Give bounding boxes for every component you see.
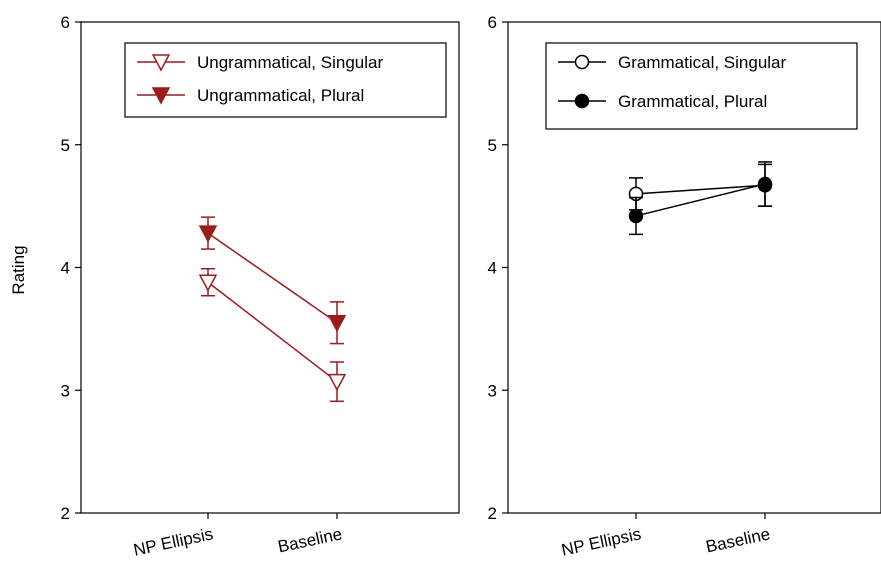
panel-1: 2 3 4 5 6 NP Ellipsis Baseline Ungrammatical, S…: [61, 13, 460, 560]
data-point: [327, 314, 347, 333]
legend-box: [545, 42, 858, 130]
data-point: [628, 208, 644, 224]
y-tick-label: 3: [488, 381, 497, 400]
y-tick-label: 2: [488, 504, 497, 523]
series-line: [635, 184, 766, 195]
series-line: [207, 232, 338, 324]
y-tick-label: 2: [61, 504, 70, 523]
data-point: [198, 274, 218, 292]
y-tick-label: 4: [61, 259, 70, 278]
y-tick-label: 5: [488, 136, 497, 155]
y-axis-title: Rating: [9, 245, 28, 294]
series-line: [207, 281, 338, 383]
legend-marker: [151, 54, 171, 72]
legend-label: Grammatical, Singular: [618, 53, 787, 72]
legend-marker: [151, 87, 171, 105]
data-point: [198, 225, 218, 243]
y-tick-label: 3: [61, 381, 70, 400]
series-line: [635, 183, 766, 217]
legend-label: Grammatical, Plural: [618, 92, 767, 111]
y-tick-label: 4: [488, 259, 497, 278]
x-tick-label: NP Ellipsis: [560, 524, 643, 559]
legend: Grammatical, Singular Grammatical, Plural: [545, 42, 858, 130]
x-tick-label: Baseline: [704, 524, 772, 556]
panel-2: 2 3 4 5 6 NP Ellipsis Baseline Grammatical, Sin…: [488, 13, 881, 560]
legend-label: Ungrammatical, Singular: [197, 53, 383, 72]
series-2: [628, 161, 773, 236]
x-tick-label: Baseline: [276, 524, 344, 556]
legend-marker: [574, 54, 590, 70]
legend-marker: [574, 93, 590, 109]
data-point: [327, 373, 347, 392]
y-tick-label: 6: [61, 13, 70, 32]
y-tick-label: 6: [488, 13, 497, 32]
data-point: [757, 176, 773, 192]
x-tick-label: NP Ellipsis: [132, 524, 215, 559]
legend: Ungrammatical, Singular Ungrammatical, Pl…: [124, 42, 447, 118]
legend-label: Ungrammatical, Plural: [197, 86, 364, 105]
series-1: [198, 267, 347, 403]
y-tick-label: 5: [61, 136, 70, 155]
series-2: [198, 216, 347, 345]
legend-box: [124, 42, 447, 118]
